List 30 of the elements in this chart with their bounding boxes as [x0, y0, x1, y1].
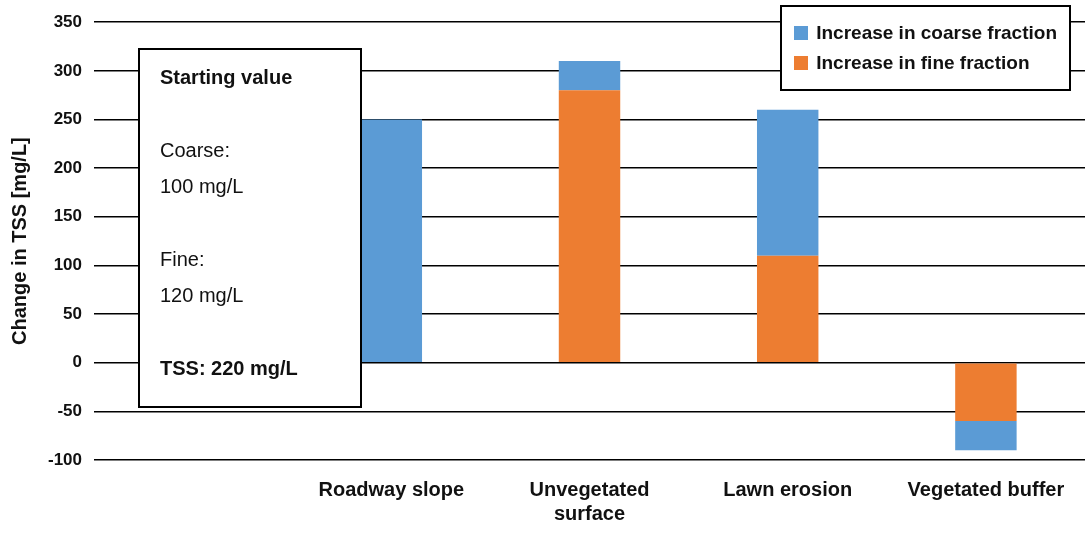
- y-tick-label: 0: [72, 352, 83, 372]
- y-tick-label: -100: [47, 449, 83, 469]
- legend-label: Increase in coarse fraction: [816, 21, 1057, 45]
- y-tick-label: 50: [63, 303, 83, 323]
- annotation: TSS: 220 mg/L: [160, 356, 299, 381]
- x-tick-label: Unvegetated surface: [529, 477, 650, 524]
- bar: [955, 363, 1017, 422]
- bar: [360, 119, 423, 362]
- annotation: Starting value: [160, 65, 294, 90]
- y-tick-label: 250: [53, 109, 83, 129]
- bar: [756, 255, 819, 362]
- y-tick-label: -50: [57, 401, 83, 421]
- x-tick-label: Roadway slope: [318, 477, 465, 500]
- y-tick-label: 150: [53, 206, 83, 226]
- y-tick-label: 300: [53, 60, 83, 80]
- y-tick-label: 200: [53, 157, 83, 177]
- annotation: Fine:: [160, 247, 206, 272]
- bar: [558, 61, 621, 91]
- bar: [955, 421, 1017, 451]
- annotation: 120 mg/L: [160, 283, 245, 308]
- y-axis-title: Change in TSS [mg/L]: [7, 137, 30, 345]
- y-tick-label: 350: [53, 11, 83, 31]
- annotation: Coarse:: [160, 138, 232, 163]
- x-tick-label: Lawn erosion: [723, 477, 853, 500]
- bar: [756, 109, 819, 256]
- legend-label: Increase in fine fraction: [816, 51, 1030, 75]
- y-tick-label: 100: [53, 255, 83, 275]
- x-tick-label: Vegetated buffer: [907, 477, 1065, 500]
- annotation: 100 mg/L: [160, 174, 245, 199]
- bar: [558, 90, 621, 362]
